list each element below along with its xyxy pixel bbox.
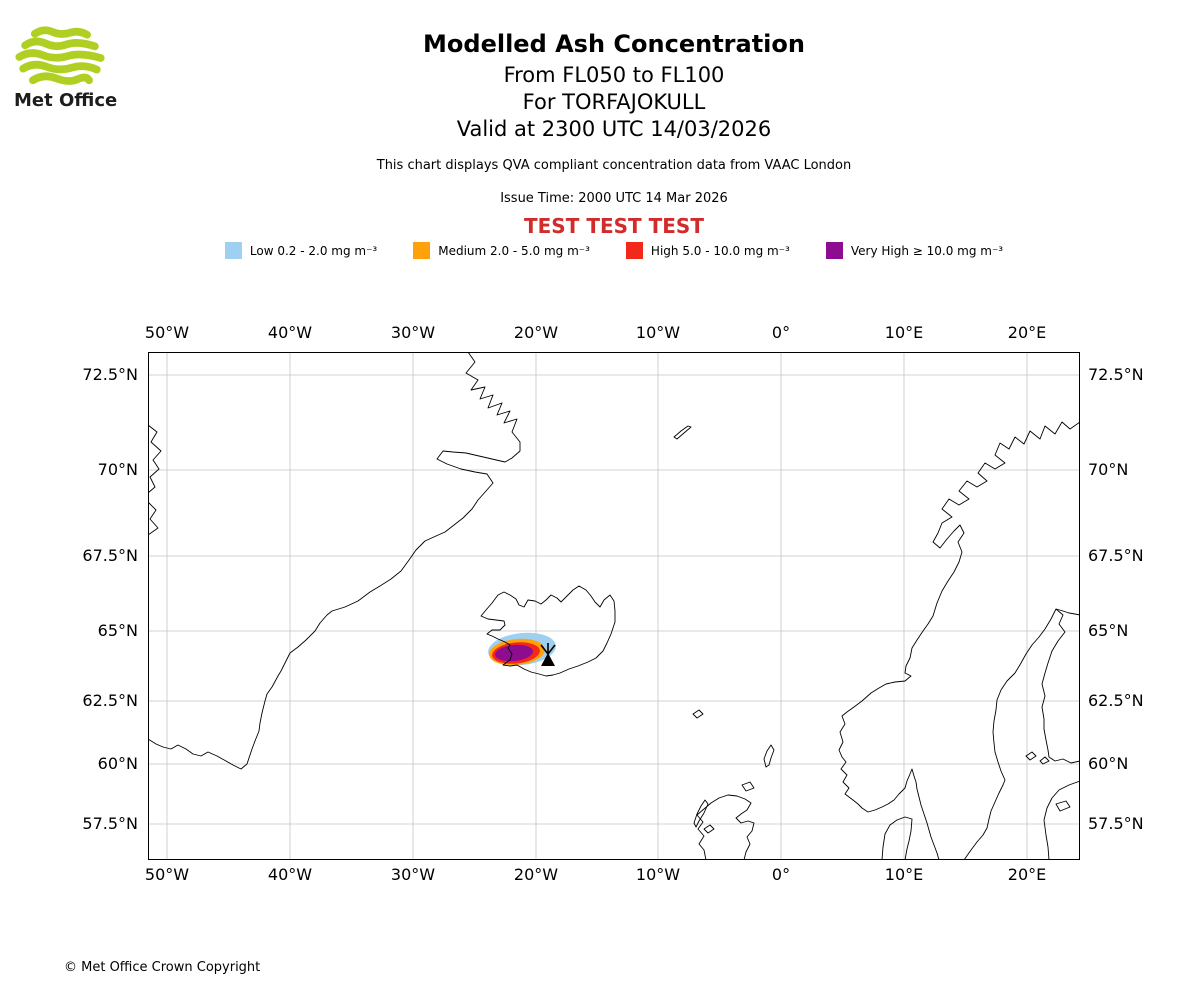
coastline-orkney (741, 781, 755, 792)
coastline-sweden-east (963, 608, 1080, 860)
issue-time: Issue Time: 2000 UTC 14 Mar 2026 (500, 191, 728, 206)
x-tick-label-top: 50°W (144, 323, 190, 342)
test-banner: TEST TEST TEST (524, 214, 704, 238)
volcano-marker-icon (540, 643, 556, 666)
x-tick-label-top: 30°W (390, 323, 436, 342)
coastline-greenland (148, 352, 521, 770)
y-tick-label-left: 72.5°N (82, 365, 138, 384)
coastline-hebrides (693, 799, 709, 828)
legend-item-medium: Medium 2.0 - 5.0 mg m⁻³ (413, 242, 590, 259)
legend-swatch-very-high-icon (825, 242, 843, 259)
x-tick-label-bottom: 50°W (144, 865, 190, 884)
valid-time-line: Valid at 2300 UTC 14/03/2026 (456, 117, 772, 141)
coastlines (148, 352, 1080, 860)
x-tick-label-top: 20°W (513, 323, 559, 342)
map-frame (148, 352, 1080, 860)
x-tick-label-bottom: 40°W (267, 865, 313, 884)
ash-contour-very-high (495, 644, 533, 662)
x-tick-label-top: 20°E (1007, 323, 1047, 342)
y-tick-label-left: 65°N (97, 621, 138, 640)
y-tick-label-left: 60°N (97, 754, 138, 773)
x-tick-label-bottom: 20°W (513, 865, 559, 884)
coastline-finland (1041, 608, 1080, 764)
x-tick-label-top: 40°W (267, 323, 313, 342)
coastline-skye (703, 824, 715, 834)
compliance-note: This chart displays QVA compliant concen… (376, 158, 852, 173)
legend-label-very-high: Very High ≥ 10.0 mg m⁻³ (850, 243, 1004, 258)
legend-item-low: Low 0.2 - 2.0 mg m⁻³ (224, 242, 378, 259)
coastline-denmark (881, 816, 913, 860)
coastline-norway (838, 421, 1080, 860)
coastline-baltic-east (1043, 780, 1080, 860)
coastline-aland-islands (1039, 756, 1050, 765)
legend-swatch-high-icon (625, 242, 643, 259)
volcano-line: For TORFAJOKULL (522, 90, 706, 114)
x-tick-label-bottom: 0° (771, 865, 791, 884)
y-tick-label-left: 57.5°N (82, 814, 138, 833)
y-tick-label-left: 70°N (97, 460, 138, 479)
page-title: Modelled Ash Concentration (423, 30, 805, 58)
map-canvas (148, 352, 1080, 860)
y-tick-label-right: 60°N (1088, 754, 1129, 773)
x-tick-label-bottom: 20°E (1007, 865, 1047, 884)
legend-item-very-high: Very High ≥ 10.0 mg m⁻³ (825, 242, 1004, 259)
coastline-faroes (692, 709, 704, 719)
y-tick-label-left: 67.5°N (82, 546, 138, 565)
x-tick-label-top: 10°W (635, 323, 681, 342)
graticule-grid (148, 352, 1080, 860)
legend-swatch-medium-icon (413, 242, 431, 259)
coastline-jan-mayen (673, 425, 692, 440)
y-tick-label-right: 72.5°N (1088, 365, 1144, 384)
coastline-iceland (480, 585, 616, 677)
legend-swatch-low-icon (224, 242, 242, 259)
brand-name: Met Office (14, 90, 118, 111)
met-office-logo: Met Office (14, 26, 118, 111)
met-office-waves-icon (15, 26, 105, 85)
coastline-saaremaa (1055, 800, 1071, 812)
y-tick-label-right: 62.5°N (1088, 691, 1144, 710)
y-tick-label-left: 62.5°N (82, 691, 138, 710)
x-tick-label-top: 0° (771, 323, 791, 342)
coastline-aland-islands (1025, 751, 1037, 761)
x-tick-label-top: 10°E (884, 323, 924, 342)
flight-level-line: From FL050 to FL100 (503, 63, 725, 87)
coastline-shetland (763, 744, 775, 768)
copyright-notice: © Met Office Crown Copyright (64, 960, 261, 975)
y-tick-label-right: 57.5°N (1088, 814, 1144, 833)
x-tick-label-bottom: 30°W (390, 865, 436, 884)
y-tick-label-right: 65°N (1088, 621, 1129, 640)
legend: Low 0.2 - 2.0 mg m⁻³ Medium 2.0 - 5.0 mg… (28, 242, 1200, 259)
y-tick-label-right: 70°N (1088, 460, 1129, 479)
x-tick-label-bottom: 10°E (884, 865, 924, 884)
coastline-scotland (696, 794, 755, 860)
legend-item-high: High 5.0 - 10.0 mg m⁻³ (625, 242, 790, 259)
ash-plume (488, 632, 556, 666)
y-tick-label-right: 67.5°N (1088, 546, 1144, 565)
legend-label-low: Low 0.2 - 2.0 mg m⁻³ (249, 243, 378, 258)
legend-label-medium: Medium 2.0 - 5.0 mg m⁻³ (438, 243, 590, 258)
coastline-greenland-west-edge (148, 501, 159, 536)
legend-label-high: High 5.0 - 10.0 mg m⁻³ (650, 243, 790, 258)
coastline-greenland-west-edge (148, 424, 162, 494)
x-tick-label-bottom: 10°W (635, 865, 681, 884)
